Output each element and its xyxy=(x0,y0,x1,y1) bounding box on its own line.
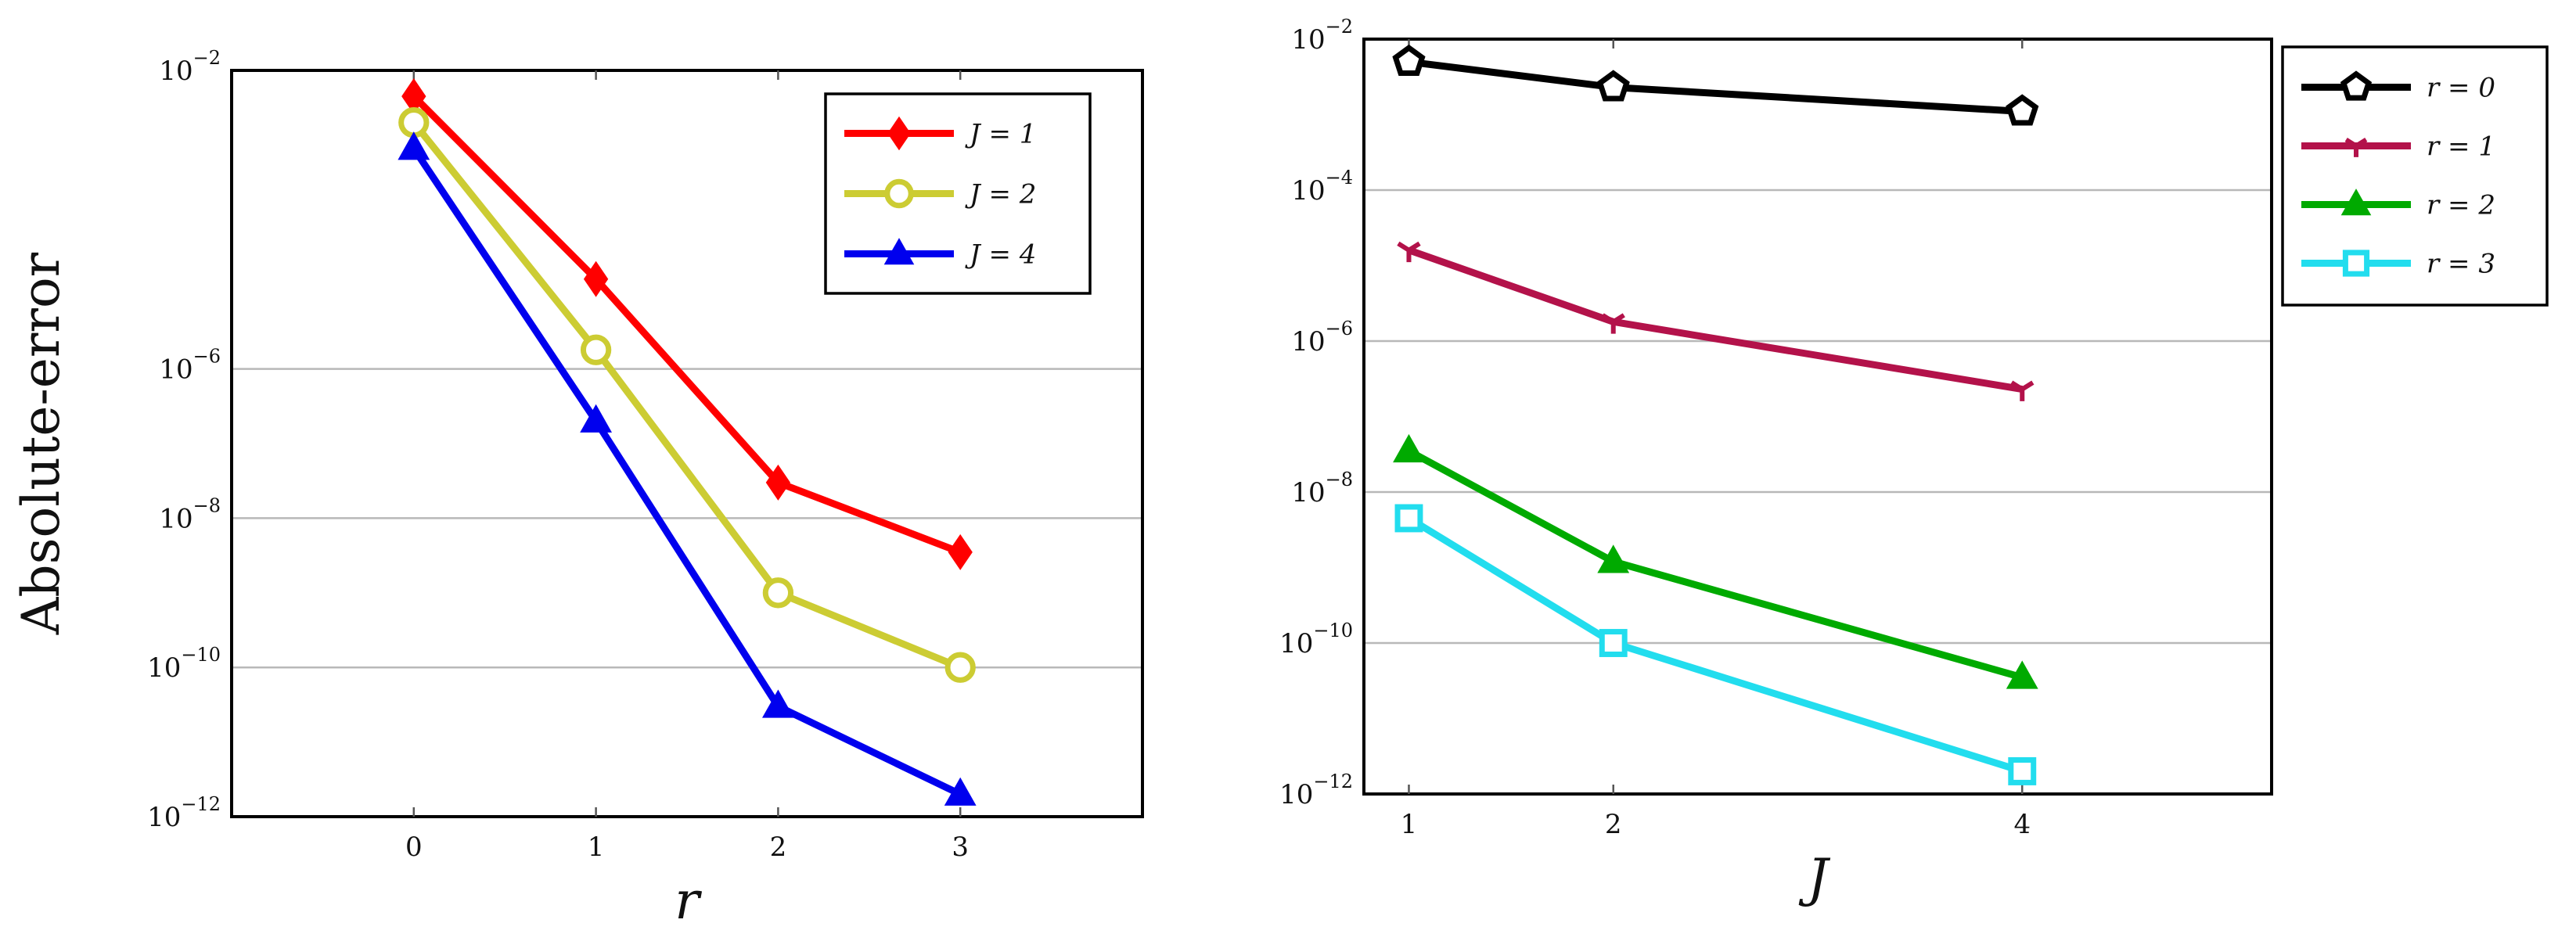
y-tick-base: 10 xyxy=(1279,779,1313,810)
legend-swatch-marker xyxy=(883,238,915,265)
y-tick-exponent: −10 xyxy=(181,644,221,666)
data-point xyxy=(580,404,613,433)
y-tick-exponent: −8 xyxy=(193,494,221,516)
x-tick-label: 1 xyxy=(1401,809,1418,840)
y-tick-exponent: −2 xyxy=(1326,16,1353,38)
legend-swatch-marker xyxy=(887,116,911,151)
legend-label: r = 2 xyxy=(2427,190,2495,221)
y-tick-exponent: −4 xyxy=(1326,167,1353,189)
series-line xyxy=(1407,246,2023,393)
x-tick-label: 4 xyxy=(2013,809,2031,840)
data-point xyxy=(944,652,976,683)
y-tick-label: 10−8 xyxy=(159,494,221,534)
y-tick-base: 10 xyxy=(147,802,181,833)
y-tick-label: 10−2 xyxy=(1291,16,1353,56)
legend-label: r = 3 xyxy=(2427,249,2495,280)
series-line xyxy=(411,93,962,556)
data-point xyxy=(1601,313,1625,334)
series-line xyxy=(1408,58,2023,115)
x-tick-label: 2 xyxy=(1605,809,1622,840)
x-tick-label: 2 xyxy=(770,832,787,863)
data-point xyxy=(1597,544,1630,573)
data-point xyxy=(948,533,973,570)
legend-swatch-marker xyxy=(2344,137,2368,157)
plot-frame xyxy=(1362,38,2273,796)
data-point xyxy=(398,131,430,160)
data-point xyxy=(762,577,794,609)
y-tick-base: 10 xyxy=(147,652,181,684)
plot-frame xyxy=(230,69,1144,818)
data-point xyxy=(1392,44,1426,76)
legend-swatch-marker xyxy=(884,178,914,209)
data-point xyxy=(398,107,430,138)
y-tick-base: 10 xyxy=(159,354,192,386)
data-point xyxy=(944,777,977,806)
y-tick-exponent: −8 xyxy=(1326,469,1353,490)
data-point xyxy=(2006,94,2039,126)
x-tick-label: 1 xyxy=(588,832,605,863)
legend-swatch-marker xyxy=(2340,189,2372,216)
y-tick-base: 10 xyxy=(159,503,192,534)
x-axis-title: J xyxy=(1798,848,1831,908)
legend-swatch-marker xyxy=(2340,70,2373,101)
y-tick-label: 10−10 xyxy=(1279,620,1353,659)
y-tick-label: 10−10 xyxy=(147,644,221,684)
y-tick-base: 10 xyxy=(1291,477,1325,508)
y-tick-exponent: −2 xyxy=(193,47,221,69)
legend-label: J = 1 xyxy=(965,119,1036,150)
series-line xyxy=(1407,515,2024,775)
x-tick-label: 3 xyxy=(952,832,969,863)
data-point xyxy=(2010,380,2035,401)
data-point xyxy=(1394,504,1423,533)
y-tick-label: 10−12 xyxy=(1279,771,1353,810)
y-tick-label: 10−4 xyxy=(1291,167,1353,207)
data-point xyxy=(580,334,612,365)
data-point xyxy=(765,464,791,501)
data-point xyxy=(1393,433,1425,463)
x-tick-label: 0 xyxy=(405,832,423,863)
y-tick-base: 10 xyxy=(1279,628,1313,659)
data-point xyxy=(761,689,794,718)
data-point xyxy=(1596,70,1630,102)
x-axis-title: r xyxy=(675,871,702,931)
legend: r = 0 r = 1 r = 2 r = 3 xyxy=(2281,45,2549,307)
y-tick-base: 10 xyxy=(1291,24,1325,56)
y-axis-title: Absolute-error xyxy=(11,252,71,635)
y-tick-exponent: −10 xyxy=(1313,620,1353,641)
y-tick-label: 10−6 xyxy=(1291,318,1353,357)
y-tick-label: 10−6 xyxy=(159,346,221,386)
data-point xyxy=(1397,241,1421,263)
legend-label: J = 2 xyxy=(965,179,1036,210)
y-tick-base: 10 xyxy=(1291,175,1325,207)
series-line xyxy=(411,120,962,671)
y-tick-exponent: −6 xyxy=(1326,318,1353,339)
data-point xyxy=(2008,757,2037,785)
y-tick-exponent: −12 xyxy=(1313,771,1353,792)
legend-label: J = 4 xyxy=(965,239,1036,271)
legend-swatch-marker xyxy=(2342,250,2370,277)
legend: J = 1 J = 2 J = 4 xyxy=(824,92,1092,295)
y-tick-label: 10−8 xyxy=(1291,469,1353,508)
series-line xyxy=(411,146,962,798)
data-point xyxy=(1599,629,1628,657)
y-tick-label: 10−2 xyxy=(159,47,221,87)
y-tick-label: 10−12 xyxy=(147,793,221,833)
y-tick-base: 10 xyxy=(1291,326,1325,357)
y-tick-exponent: −12 xyxy=(181,793,221,815)
y-tick-exponent: −6 xyxy=(193,346,221,368)
y-tick-base: 10 xyxy=(159,56,192,87)
data-point xyxy=(2006,660,2038,689)
legend-label: r = 1 xyxy=(2427,131,2495,163)
data-point xyxy=(583,260,609,297)
legend-label: r = 0 xyxy=(2427,73,2495,104)
